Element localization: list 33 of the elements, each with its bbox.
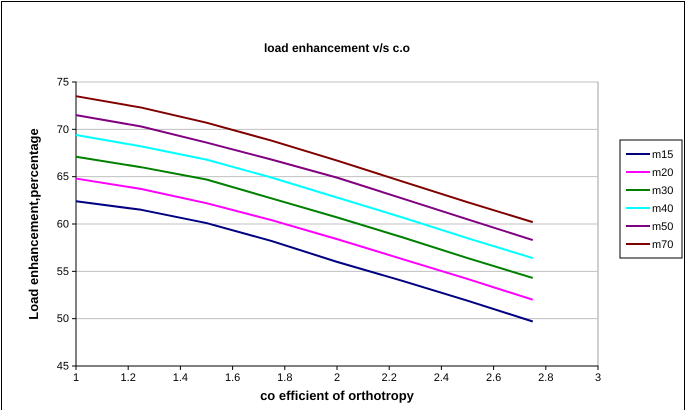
y-tick-label: 45 — [56, 360, 69, 373]
y-tick-label: 65 — [56, 171, 69, 184]
line-series — [75, 95, 534, 224]
legend-label: m20 — [652, 167, 674, 179]
legend-label: m30 — [652, 185, 674, 197]
x-tick-label: 3 — [594, 372, 602, 384]
x-tick-label: 2.6 — [486, 372, 502, 384]
line-series — [75, 178, 534, 301]
y-tick-label: 75 — [56, 76, 69, 89]
x-tick-label: 1 — [72, 372, 80, 384]
y-axis-title: Load enhancement,percentage — [26, 128, 41, 320]
legend-label: m50 — [652, 221, 674, 233]
x-tick-label: 2 — [334, 372, 340, 384]
y-tick-label: 55 — [56, 266, 69, 278]
x-tick-label: 1.2 — [120, 372, 136, 384]
legend-label: m15 — [652, 149, 674, 161]
line-series — [75, 114, 534, 242]
line-series — [75, 200, 534, 323]
x-tick-label: 2.4 — [434, 372, 450, 384]
x-axis-title: co efficient of orthotropy — [260, 388, 415, 403]
y-tick-label: 50 — [56, 313, 69, 326]
x-tick-label: 1.4 — [172, 372, 188, 384]
x-tick-label: 2.8 — [538, 372, 554, 384]
y-tick-label: 70 — [56, 124, 69, 136]
line-series — [75, 156, 534, 279]
legend-label: m40 — [652, 203, 674, 215]
y-tick-label: 60 — [56, 218, 69, 231]
x-tick-label: 1.6 — [224, 372, 240, 384]
legend-label: m70 — [652, 239, 674, 251]
chart-title: load enhancement v/s c.o — [264, 41, 410, 55]
line-series — [75, 134, 534, 260]
x-tick-label: 2.2 — [382, 372, 397, 384]
x-tick-label: 1.8 — [277, 372, 292, 384]
